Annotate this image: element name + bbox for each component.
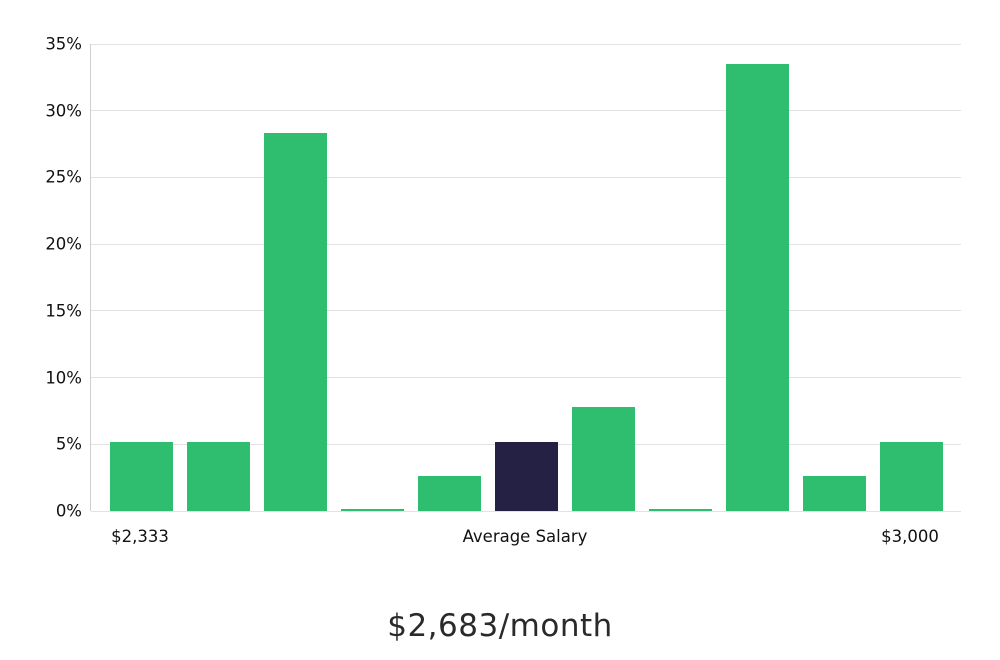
bar bbox=[186, 441, 250, 511]
x-axis-label: $2,333 bbox=[111, 527, 169, 546]
y-axis-tick-label: 35% bbox=[45, 34, 82, 54]
y-axis-tick-label: 25% bbox=[45, 167, 82, 187]
y-axis-tick-label: 10% bbox=[45, 368, 82, 388]
gridline bbox=[91, 310, 961, 312]
y-axis-tick-label: 15% bbox=[45, 301, 82, 321]
bar bbox=[417, 476, 481, 511]
bar bbox=[802, 476, 866, 511]
average-salary-title: $2,683/month bbox=[387, 608, 613, 644]
bar bbox=[879, 441, 943, 511]
gridline bbox=[91, 110, 961, 112]
y-axis-tick-label: 30% bbox=[45, 101, 82, 121]
x-axis-label: $3,000 bbox=[881, 527, 939, 546]
bar bbox=[340, 509, 404, 511]
x-axis: $2,333 Average Salary $3,000 bbox=[90, 527, 960, 553]
bar bbox=[571, 406, 635, 511]
gridline bbox=[91, 176, 961, 178]
gridline bbox=[91, 510, 961, 512]
bar bbox=[648, 509, 712, 511]
gridline bbox=[91, 43, 961, 45]
gridline bbox=[91, 377, 961, 379]
bar bbox=[725, 64, 789, 511]
y-axis: 0% 5% 10% 15% 20% 25% 30% 35% bbox=[0, 35, 82, 521]
bar bbox=[109, 441, 173, 511]
y-axis-tick-label: 20% bbox=[45, 234, 82, 254]
x-axis-label: Average Salary bbox=[462, 527, 588, 546]
y-axis-tick-label: 0% bbox=[55, 501, 82, 521]
average-salary-bar bbox=[494, 441, 558, 511]
y-axis-tick-label: 5% bbox=[55, 434, 82, 454]
gridline bbox=[91, 243, 961, 245]
plot-area bbox=[90, 43, 961, 512]
bar bbox=[263, 133, 327, 511]
